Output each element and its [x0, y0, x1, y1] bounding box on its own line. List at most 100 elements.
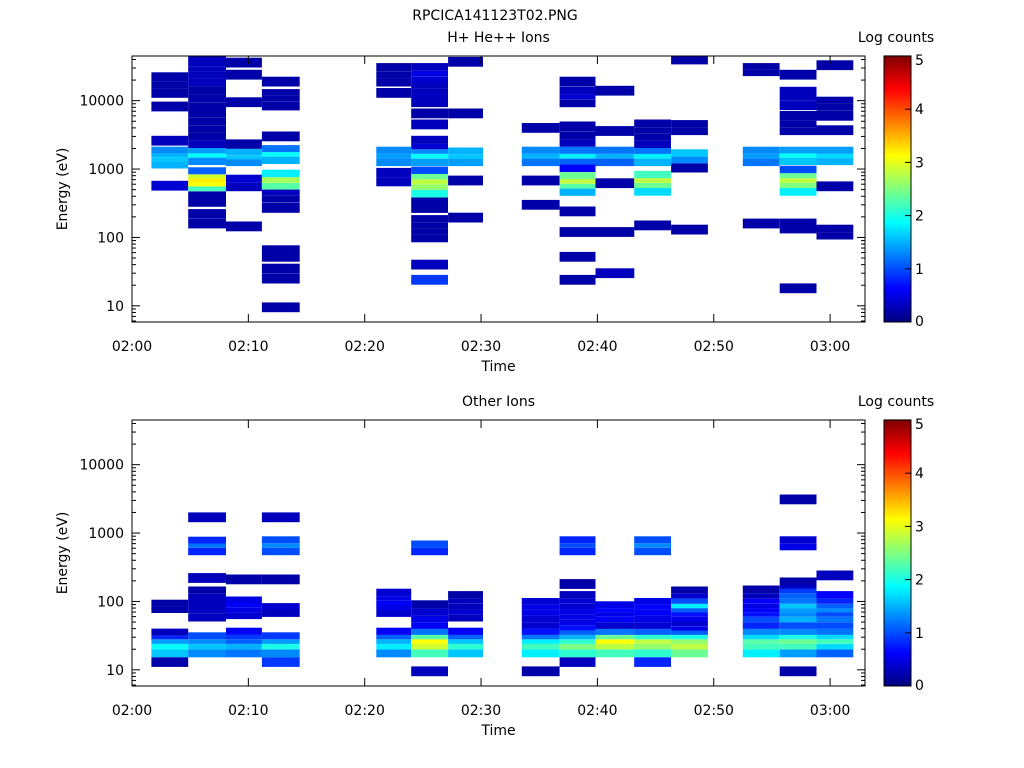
colorbar-strip: [884, 197, 911, 201]
colorbar-strip: [884, 603, 911, 607]
heatmap-cell: [816, 649, 854, 658]
heatmap-cell: [188, 639, 226, 644]
heatmap-cell: [595, 616, 635, 623]
heatmap-cell: [742, 608, 780, 613]
heatmap-cell: [595, 643, 635, 650]
heatmap-cell: [634, 609, 671, 616]
colorbar-strip: [884, 101, 911, 105]
colorbar-strip: [884, 79, 911, 83]
heatmap-cell: [742, 593, 780, 599]
colorbar-strip: [884, 552, 911, 556]
heatmap-cell: [226, 148, 262, 156]
heatmap-cell: [151, 81, 189, 89]
colorbar-strip: [884, 303, 911, 307]
heatmap-cell: [188, 191, 226, 199]
heatmap-cell: [742, 643, 780, 650]
heatmap-cell: [261, 131, 300, 142]
colorbar-strip: [884, 55, 911, 59]
colorbar-strip: [884, 164, 911, 167]
colorbar-strip: [884, 516, 911, 520]
heatmap-cell: [779, 666, 817, 677]
heatmap-cell: [261, 273, 300, 284]
heatmap-cell: [226, 155, 262, 160]
heatmap-cell: [226, 603, 262, 608]
heatmap-cell: [521, 158, 560, 167]
colorbar-strip: [884, 270, 911, 274]
heatmap-cell: [671, 616, 708, 622]
y-tick-label: 10: [106, 299, 124, 315]
heatmap-cell: [151, 180, 189, 191]
heatmap-cell: [634, 628, 671, 635]
heatmap-cell: [151, 88, 189, 98]
heatmap-cell: [779, 577, 817, 585]
colorbar-frame: [883, 419, 912, 687]
heatmap-cell: [779, 120, 817, 128]
heatmap-cell: [448, 147, 483, 155]
x-tick-label: 02:10: [228, 703, 268, 719]
heatmap-cell: [376, 649, 412, 658]
colorbar-strip: [884, 623, 911, 627]
colorbar-strip: [884, 481, 911, 485]
colorbar-strip: [884, 82, 911, 85]
heatmap-cell: [226, 627, 262, 635]
colorbar-strip: [884, 268, 911, 272]
colorbar-strip: [884, 601, 911, 604]
colorbar-strip: [884, 426, 911, 429]
colorbar-tick-label: 2: [915, 573, 924, 589]
colorbar-strip: [884, 259, 911, 263]
heatmap-cell: [742, 598, 780, 604]
colorbar-strip: [884, 150, 911, 154]
heatmap-cell: [151, 101, 189, 112]
colorbar-strip: [884, 468, 911, 471]
heatmap-cell: [559, 76, 596, 87]
heatmap-cell: [779, 543, 817, 551]
colorbar-strip: [884, 556, 911, 560]
colorbar-strip: [884, 492, 911, 496]
heatmap-cell: [411, 153, 448, 159]
colorbar-strip: [884, 605, 911, 609]
colorbar-strip: [884, 308, 911, 311]
colorbar-strip: [884, 212, 911, 216]
colorbar-strip: [884, 152, 911, 156]
heatmap-cell: [779, 86, 817, 94]
heatmap-cell: [448, 212, 483, 223]
colorbar-strip: [884, 124, 911, 127]
heatmap-cell: [151, 72, 189, 81]
heatmap-cell: [634, 536, 671, 544]
heatmap-cell: [411, 149, 448, 154]
figure-title: RPCICA141123T02.PNG: [412, 8, 577, 24]
heatmap-cell: [411, 63, 448, 71]
heatmap-cell: [226, 97, 262, 108]
colorbar-strip: [884, 66, 911, 70]
colorbar-strip: [884, 206, 911, 209]
heatmap-cell: [411, 97, 448, 108]
heatmap-cell: [816, 125, 854, 136]
heatmap-cell: [448, 603, 483, 610]
heatmap-cell: [816, 608, 854, 613]
heatmap-cell: [261, 574, 300, 585]
colorbar-strip: [884, 219, 911, 223]
heatmap-cell: [261, 302, 300, 313]
heatmap-cell: [261, 169, 300, 178]
heatmap-cell: [779, 616, 817, 623]
colorbar-strip: [884, 192, 911, 196]
colorbar-strip: [884, 221, 911, 225]
x-tick-label: 02:10: [228, 339, 268, 355]
colorbar-strip: [884, 598, 911, 602]
heatmap-cell: [448, 649, 483, 658]
heatmap-cell: [634, 615, 671, 623]
colorbar-strip: [884, 68, 911, 72]
y-tick-label: 1000: [88, 162, 124, 178]
heatmap-cell: [634, 639, 671, 644]
heatmap-cell: [411, 108, 448, 119]
colorbar-strip: [884, 652, 911, 655]
heatmap-cell: [634, 657, 671, 667]
colorbar-tick-label: 3: [915, 155, 924, 171]
colorbar-strip: [884, 232, 911, 236]
colorbar-tick-label: 0: [915, 678, 924, 694]
heatmap-cell: [376, 610, 412, 617]
heatmap-cell: [411, 76, 448, 83]
x-tick-label: 02:50: [694, 703, 734, 719]
colorbar-strip: [884, 88, 911, 92]
colorbar-strip: [884, 181, 911, 185]
